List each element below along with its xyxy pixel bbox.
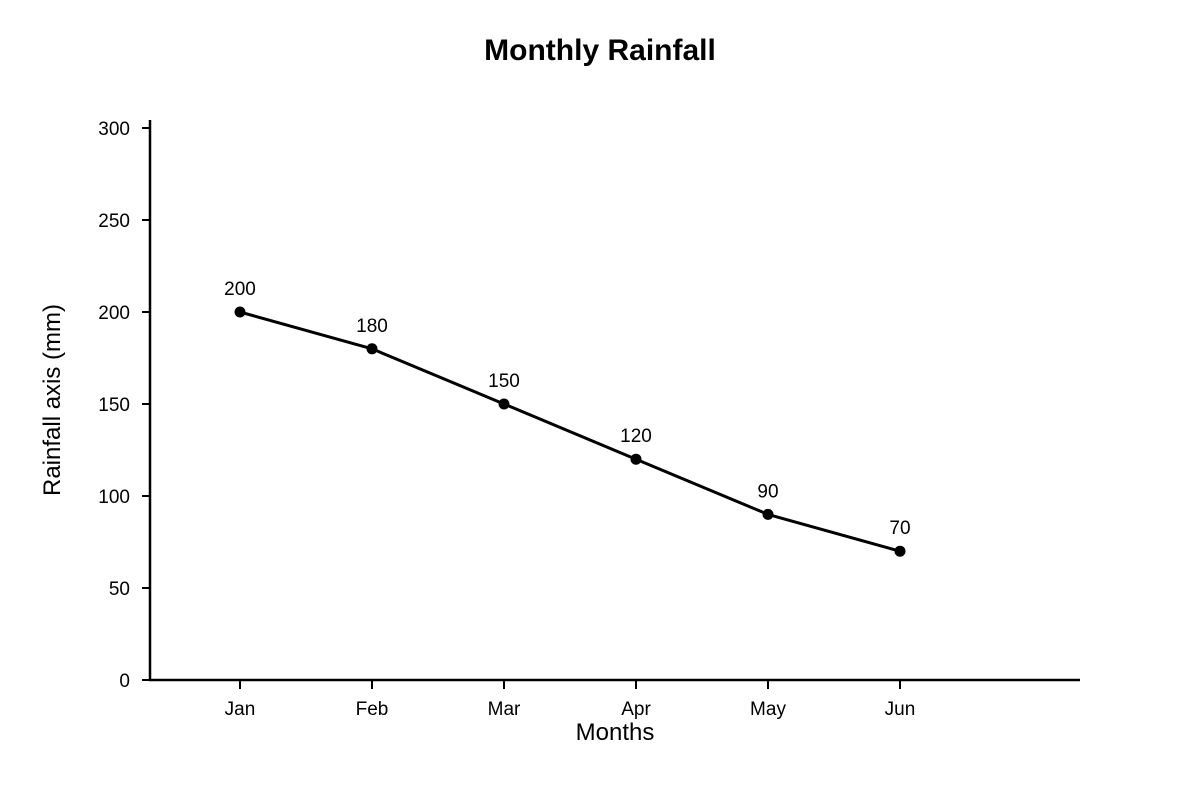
chart-title: Monthly Rainfall	[484, 34, 716, 67]
y-tick-label: 300	[98, 119, 130, 140]
x-axis-label: Months	[576, 719, 655, 746]
data-label: 120	[620, 426, 652, 447]
y-axis-label: Rainfall axis (mm)	[39, 304, 66, 496]
x-tick-label: Apr	[621, 699, 651, 720]
data-label: 150	[488, 371, 520, 392]
data-point	[630, 453, 642, 465]
series-line	[239, 310, 901, 553]
data-point	[762, 508, 774, 520]
x-tick-label: May	[750, 699, 786, 720]
data-label: 180	[356, 316, 388, 337]
data-point	[498, 398, 510, 410]
x-ticks: Jan Feb Mar Apr May Jun	[225, 680, 916, 720]
data-point	[894, 545, 906, 557]
x-tick-label: Feb	[356, 699, 389, 720]
data-label: 200	[224, 279, 256, 300]
x-tick-label: Jan	[225, 699, 256, 720]
data-point	[234, 306, 246, 318]
series-layer: 200 180 150 120 90 70	[224, 279, 911, 557]
y-ticks: 0 50 100 150 200 250 300	[98, 119, 150, 692]
x-tick-label: Mar	[488, 699, 521, 720]
x-tick-label: Jun	[885, 699, 916, 720]
y-tick-label: 200	[98, 303, 130, 324]
data-label: 70	[889, 518, 910, 539]
data-label: 90	[757, 481, 778, 502]
data-point	[366, 343, 378, 355]
y-tick-label: 0	[119, 671, 130, 692]
y-tick-label: 50	[109, 579, 130, 600]
y-tick-label: 250	[98, 211, 130, 232]
y-tick-label: 100	[98, 487, 130, 508]
y-tick-label: 150	[98, 395, 130, 416]
